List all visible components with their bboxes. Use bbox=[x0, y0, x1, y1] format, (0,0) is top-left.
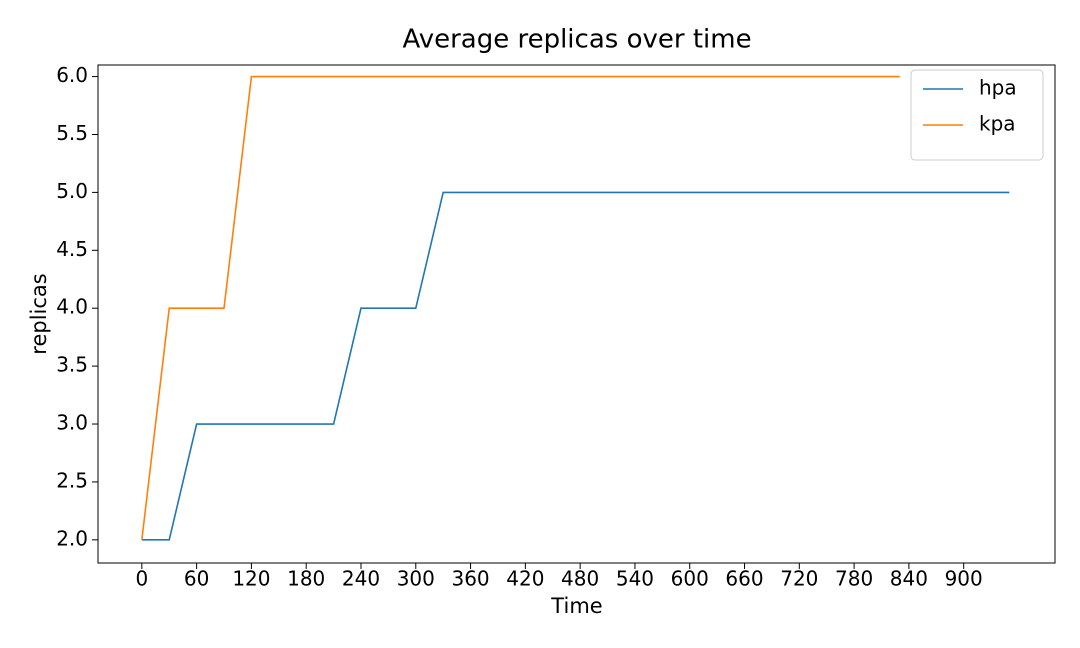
x-tick-label: 600 bbox=[671, 567, 709, 591]
x-tick-label: 180 bbox=[287, 567, 325, 591]
y-tick-label: 3.5 bbox=[56, 353, 88, 377]
y-tick-label: 3.0 bbox=[56, 411, 88, 435]
legend-box bbox=[910, 69, 1044, 161]
x-tick-label: 720 bbox=[780, 567, 818, 591]
chart-title: Average replicas over time bbox=[402, 25, 751, 55]
x-tick-label: 420 bbox=[506, 567, 544, 591]
plot-frame bbox=[97, 64, 1056, 564]
series-line bbox=[141, 191, 1010, 541]
x-tick-label: 360 bbox=[451, 567, 489, 591]
x-tick-label: 480 bbox=[561, 567, 599, 591]
x-tick-label: 60 bbox=[184, 567, 209, 591]
y-tick-label: 6.0 bbox=[56, 63, 88, 87]
x-tick-label: 780 bbox=[835, 567, 873, 591]
y-axis-label: replicas bbox=[27, 273, 51, 354]
series-line bbox=[141, 75, 900, 540]
x-tick-label: 300 bbox=[397, 567, 435, 591]
x-tick-label: 840 bbox=[890, 567, 928, 591]
y-tick-label: 2.5 bbox=[56, 468, 88, 492]
x-axis-label: Time bbox=[550, 594, 602, 618]
x-tick-label: 240 bbox=[342, 567, 380, 591]
y-tick-label: 4.5 bbox=[56, 237, 88, 261]
y-tick-label: 4.0 bbox=[56, 295, 88, 319]
x-tick-label: 900 bbox=[945, 567, 983, 591]
x-tick-label: 540 bbox=[616, 567, 654, 591]
y-tick-label: 2.0 bbox=[56, 526, 88, 550]
x-tick-label: 660 bbox=[725, 567, 763, 591]
y-tick-label: 5.0 bbox=[56, 179, 88, 203]
y-tick-label: 5.5 bbox=[56, 121, 88, 145]
x-tick-label: 0 bbox=[135, 567, 148, 591]
legend-label: kpa bbox=[979, 112, 1016, 136]
x-tick-label: 120 bbox=[232, 567, 270, 591]
legend-label: hpa bbox=[979, 76, 1017, 100]
